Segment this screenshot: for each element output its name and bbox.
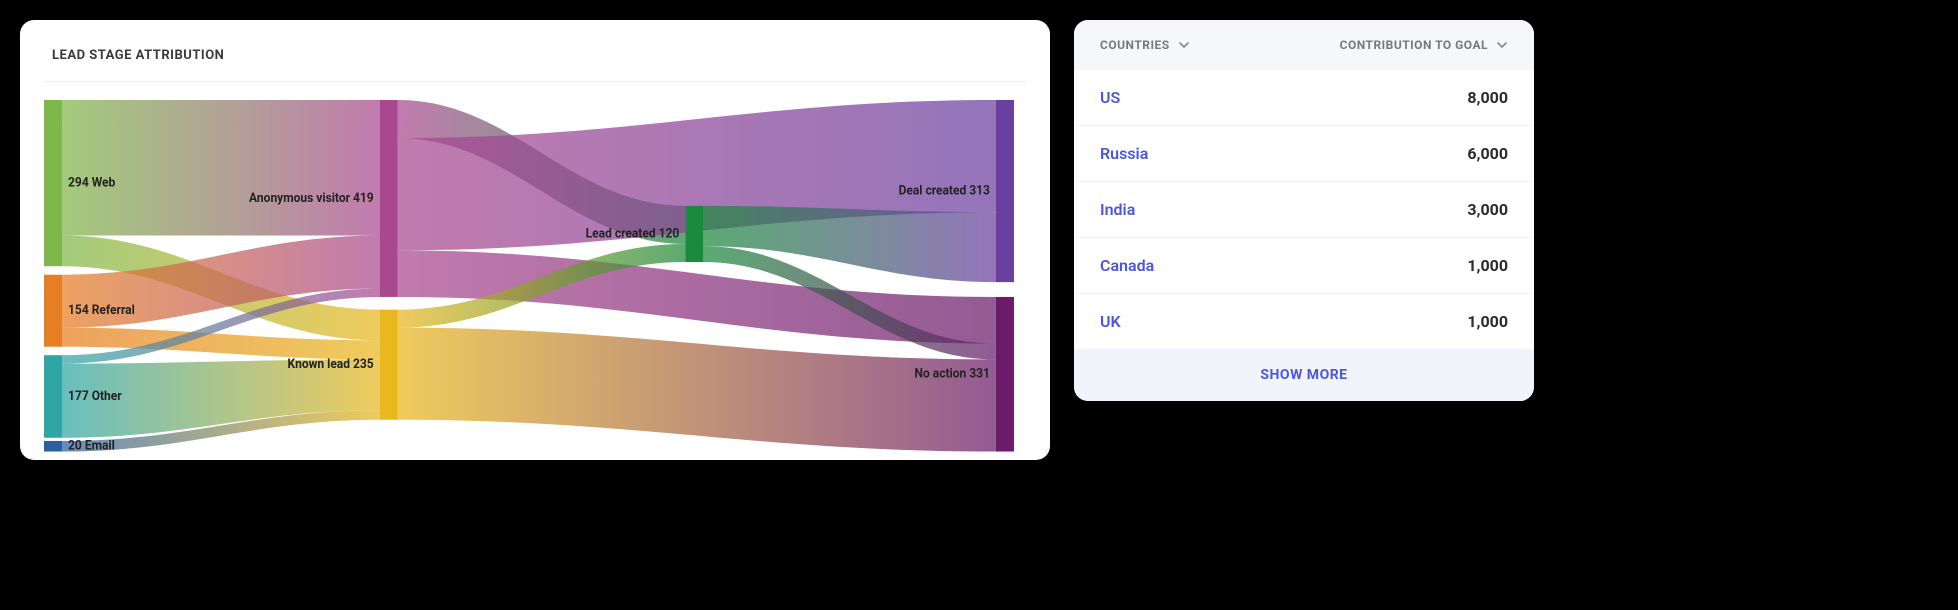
contribution-value: 1,000 [1467, 256, 1508, 275]
contribution-value: 6,000 [1467, 144, 1508, 163]
table-row: Canada 1,000 [1074, 238, 1534, 294]
lead-stage-attribution-card: LEAD STAGE ATTRIBUTION 294 Web 154 Referr… [20, 20, 1050, 460]
sankey-node[interactable] [44, 355, 62, 438]
contribution-value: 1,000 [1467, 312, 1508, 331]
sankey-chart: 294 Web 154 Referral 177 Other 20 Email Anon… [44, 100, 1026, 460]
chevron-down-icon [1178, 39, 1190, 51]
sankey-link [62, 100, 380, 236]
sankey-link [398, 328, 996, 452]
contribution-value: 3,000 [1467, 200, 1508, 219]
table-row: India 3,000 [1074, 182, 1534, 238]
column-header-contribution[interactable]: CONTRIBUTION TO GOAL [1340, 38, 1508, 52]
sankey-node-label: Lead created 120 [586, 227, 680, 241]
card-title: LEAD STAGE ATTRIBUTION [44, 44, 1026, 82]
sankey-link [703, 206, 996, 282]
country-link[interactable]: India [1100, 200, 1135, 219]
table-header: COUNTRIES CONTRIBUTION TO GOAL [1074, 20, 1534, 70]
sankey-node[interactable] [996, 297, 1014, 452]
country-link[interactable]: US [1100, 88, 1120, 107]
sankey-node[interactable] [996, 100, 1014, 282]
countries-contribution-card: COUNTRIES CONTRIBUTION TO GOAL US 8,000 Ru… [1074, 20, 1534, 401]
sankey-node[interactable] [44, 275, 62, 347]
table-row: Russia 6,000 [1074, 126, 1534, 182]
table-row: UK 1,000 [1074, 294, 1534, 349]
sankey-node[interactable] [44, 441, 62, 452]
sankey-node-label: 20 Email [68, 439, 115, 453]
column-header-label: CONTRIBUTION TO GOAL [1340, 38, 1488, 52]
sankey-node-label: 154 Referral [68, 304, 135, 318]
sankey-node[interactable] [380, 310, 398, 420]
sankey-node[interactable] [44, 100, 62, 266]
column-header-label: COUNTRIES [1100, 38, 1170, 52]
country-link[interactable]: UK [1100, 312, 1121, 331]
sankey-node-label: Anonymous visitor 419 [249, 192, 374, 206]
sankey-node-label: 177 Other [68, 390, 122, 404]
country-link[interactable]: Canada [1100, 256, 1154, 275]
sankey-node-label: Known lead 235 [287, 358, 373, 372]
sankey-svg: 294 Web 154 Referral 177 Other 20 Email Anon… [44, 100, 1026, 460]
sankey-links [62, 100, 996, 452]
sankey-node-label: Deal created 313 [899, 184, 990, 198]
country-link[interactable]: Russia [1100, 144, 1148, 163]
sankey-node-label: 294 Web [68, 176, 115, 190]
sankey-node-label: No action 331 [915, 367, 990, 381]
chevron-down-icon [1496, 39, 1508, 51]
column-header-countries[interactable]: COUNTRIES [1100, 38, 1190, 52]
table-row: US 8,000 [1074, 70, 1534, 126]
table-body: US8,000Russia6,000India3,000Canada1,000U… [1074, 70, 1534, 349]
sankey-node[interactable] [380, 100, 398, 297]
contribution-value: 8,000 [1467, 88, 1508, 107]
sankey-node[interactable] [685, 206, 703, 262]
show-more-button[interactable]: SHOW MORE [1074, 349, 1534, 401]
